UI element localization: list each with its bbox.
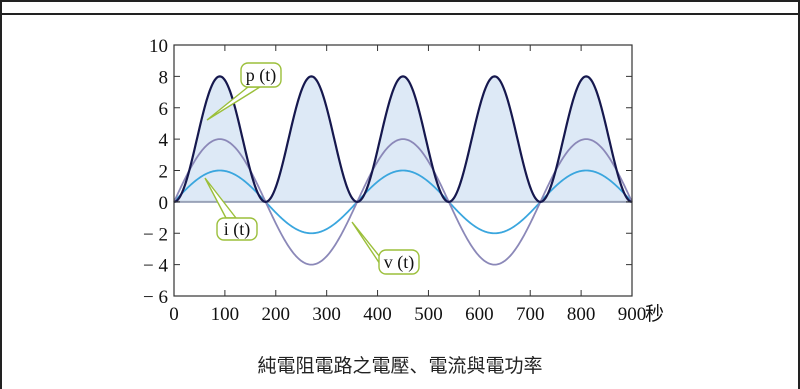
callout-box: [216, 217, 258, 241]
x-tick-label: 500: [414, 304, 443, 325]
x-tick-label: 100: [211, 304, 240, 325]
top-rule: [0, 13, 800, 15]
figure-caption: 純電阻電路之電壓、電流與電功率: [257, 355, 543, 377]
series-line-pt: [173, 75, 633, 203]
y-tick-label: 10: [149, 36, 168, 57]
x-tick-label: 200: [262, 304, 291, 325]
series-lines: [173, 75, 633, 266]
y-tick-label: − 4: [143, 256, 168, 277]
callout-label: i (t): [224, 219, 251, 240]
callouts: p (t) i (t) v (t): [204, 62, 420, 275]
callout-vt: v (t): [351, 221, 420, 275]
x-tick-label: 700: [516, 304, 545, 325]
x-tick-label: 0: [169, 304, 179, 325]
callout-it: i (t): [204, 177, 258, 241]
y-tick-label: − 6: [143, 287, 168, 308]
y-tick-label: 8: [159, 67, 169, 88]
callout-box: [240, 62, 282, 88]
x-tick-label: 300: [312, 304, 341, 325]
x-tick-label: 400: [363, 304, 392, 325]
y-tick-label: 2: [159, 162, 169, 183]
callout-pt: p (t): [206, 62, 282, 121]
callout-box: [378, 249, 420, 275]
y-tick-label: 4: [159, 130, 169, 151]
x-tick-label: 600: [465, 304, 494, 325]
y-tick-label: 6: [159, 99, 169, 120]
callout-label: v (t): [384, 252, 415, 273]
x-tick-label: 800: [567, 304, 596, 325]
y-tick-label: − 2: [143, 224, 168, 245]
x-tick-label: 900: [618, 304, 647, 325]
callout-label: p (t): [246, 65, 277, 86]
x-axis-unit: 秒: [645, 303, 664, 325]
series-line-it: [173, 169, 633, 235]
y-tick-label: 0: [159, 193, 169, 214]
